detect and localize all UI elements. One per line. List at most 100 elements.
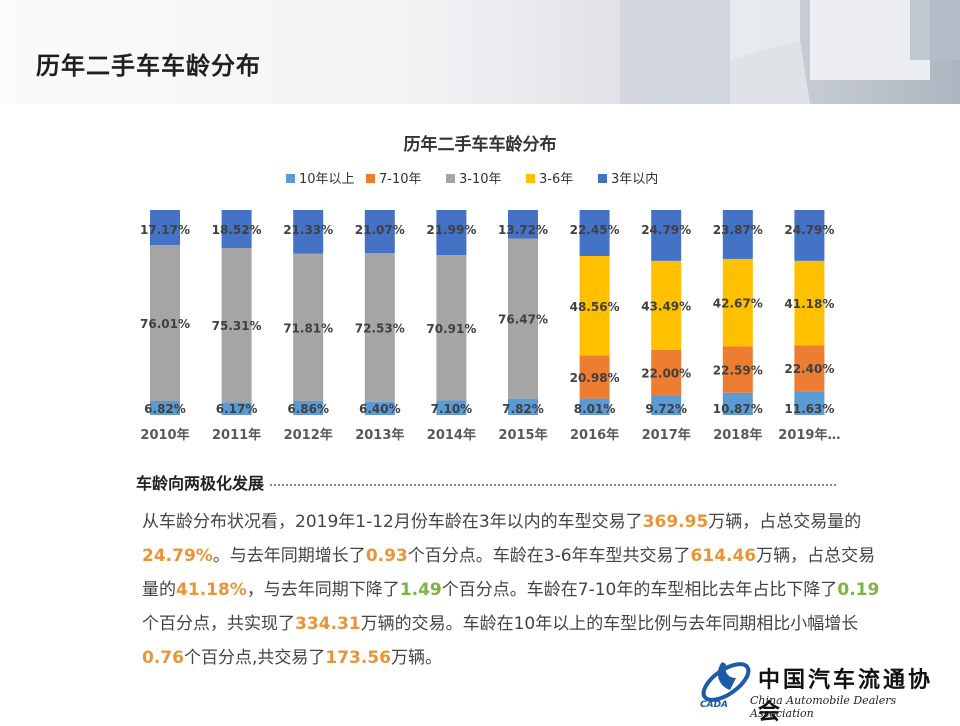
- x-tick-label: 2016年: [570, 427, 619, 443]
- para-highlight: 1.49: [399, 580, 442, 600]
- data-label: 76.47%: [498, 313, 548, 327]
- para-text: 从车龄分布状况看，2019年1-12月份车龄在3年以内的车型交易了: [142, 512, 643, 532]
- para-text: 个百分点，共实现了: [142, 614, 295, 634]
- bar-segment: [436, 255, 467, 401]
- bar-segment: [221, 210, 252, 248]
- bar-segment: [579, 210, 610, 257]
- data-label: 6.17%: [216, 402, 258, 416]
- section-heading-text: 车龄向两极化发展: [136, 474, 265, 493]
- x-tick-label: 2019年…: [778, 427, 840, 443]
- bar-segment: [150, 210, 180, 246]
- page-title: 历年二手车车龄分布: [36, 52, 261, 80]
- x-tick-label: 2014年: [427, 427, 476, 443]
- data-label: 23.87%: [713, 223, 763, 237]
- x-tick-label: 2012年: [284, 427, 333, 443]
- bar-segment: [293, 253, 324, 401]
- data-label: 24.79%: [784, 223, 834, 237]
- x-tick-label: 2017年: [642, 427, 691, 443]
- x-tick-label: 2015年: [498, 427, 547, 443]
- legend-swatch: [526, 174, 535, 183]
- decorative-cubes-image: [620, 0, 960, 104]
- para-text: 个百分点,共交易了: [183, 648, 326, 668]
- data-label: 10.87%: [713, 402, 763, 416]
- legend-label: 10年以上: [299, 172, 355, 187]
- legend-swatch: [446, 174, 455, 183]
- data-label: 18.52%: [212, 223, 262, 237]
- bar-segment: [722, 392, 753, 415]
- legend-label: 7-10年: [379, 172, 422, 187]
- bar-segment: [436, 400, 467, 415]
- data-label: 20.98%: [570, 371, 620, 385]
- logo-name-cn: 中国汽车流通协会: [758, 667, 934, 725]
- bar-segment: [364, 253, 395, 402]
- data-label: 72.53%: [355, 322, 405, 336]
- data-label: 11.63%: [784, 402, 834, 416]
- data-label: 6.40%: [359, 402, 401, 416]
- bar-segment: [722, 258, 753, 347]
- cada-logo: CADA 中国汽车流通协会 China Automobile Dealers A…: [696, 652, 956, 725]
- bar-segment: [651, 349, 682, 396]
- legend-label: 3-6年: [539, 172, 573, 187]
- bar-segment: [794, 345, 825, 392]
- bar-segment: [293, 400, 324, 415]
- data-label: 22.45%: [570, 223, 620, 237]
- data-label: 9.72%: [645, 402, 687, 416]
- analysis-paragraph: 从车龄分布状况看，2019年1-12月份车龄在3年以内的车型交易了369.95万…: [142, 505, 882, 675]
- bar-segment: [364, 210, 395, 254]
- logo-name-en: China Automobile Dealers Association: [750, 694, 897, 720]
- data-label: 22.59%: [713, 364, 763, 378]
- bar-segment: [508, 238, 538, 399]
- x-tick-label: 2013年: [355, 427, 404, 443]
- data-label: 13.72%: [498, 223, 548, 237]
- bar-segment: [579, 355, 610, 399]
- bar-segment: [651, 210, 682, 261]
- x-tick-label: 2011年: [212, 427, 261, 443]
- data-label: 48.56%: [570, 300, 620, 314]
- para-highlight: 0.93: [365, 546, 408, 566]
- para-highlight: 369.95: [642, 512, 709, 532]
- para-highlight: 41.18%: [176, 580, 247, 600]
- bar-segment: [150, 401, 180, 415]
- legend-swatch: [286, 174, 295, 183]
- bar-segment: [722, 346, 753, 393]
- para-highlight: 0.76: [142, 648, 184, 668]
- para-text: 个百分点。车龄在7-10年的车型相比去年占比下降了: [441, 580, 838, 600]
- bar-segment: [150, 245, 180, 402]
- bar-segment: [508, 210, 538, 239]
- data-label: 7.82%: [502, 402, 544, 416]
- para-highlight: 173.56: [325, 648, 391, 668]
- para-text: 万辆，占总交易量的: [142, 546, 876, 600]
- bar-segment: [579, 256, 610, 356]
- data-label: 6.86%: [287, 402, 329, 416]
- bar-segment: [293, 210, 324, 254]
- data-label: 76.01%: [140, 317, 190, 331]
- data-label: 43.49%: [641, 299, 691, 313]
- bar-segment: [651, 260, 682, 350]
- data-label: 22.40%: [784, 362, 834, 376]
- data-label: 21.99%: [426, 223, 476, 237]
- para-text: 万辆的交易。车龄在10年以上的车型比例与去年同期相比小幅增长: [360, 614, 859, 634]
- bar-segment: [508, 398, 538, 415]
- para-text: 。与去年同期增长了: [212, 546, 366, 566]
- x-tick-label: 2010年: [140, 427, 189, 443]
- para-highlight: 334.31: [295, 614, 361, 634]
- data-label: 71.81%: [283, 321, 333, 335]
- para-highlight: 0.19: [837, 580, 880, 600]
- legend-swatch: [598, 174, 607, 183]
- data-label: 17.17%: [140, 223, 190, 237]
- bar-segment: [221, 402, 252, 415]
- data-label: 21.33%: [283, 223, 333, 237]
- cada-emblem-icon: [701, 662, 751, 702]
- chart-area: 历年二手车车龄分布 10年以上 7-10年 3-10年 3-6年 3年以内 6.82% 76.…: [0, 120, 960, 460]
- legend-label: 3-10年: [459, 172, 502, 187]
- bar-segment: [651, 395, 682, 415]
- chart-title: 历年二手车车龄分布: [404, 134, 557, 155]
- logo-abbr: CADA: [700, 700, 729, 710]
- para-text: 个百分点。车龄在3-6年车型共交易了: [407, 546, 691, 566]
- data-label: 22.00%: [641, 367, 691, 381]
- para-text: 万辆，占总交易量的: [708, 512, 862, 532]
- section-heading: 车龄向两极化发展: [136, 470, 836, 494]
- legend-swatch: [366, 174, 375, 183]
- bar-segment: [364, 401, 395, 415]
- data-label: 75.31%: [212, 319, 262, 333]
